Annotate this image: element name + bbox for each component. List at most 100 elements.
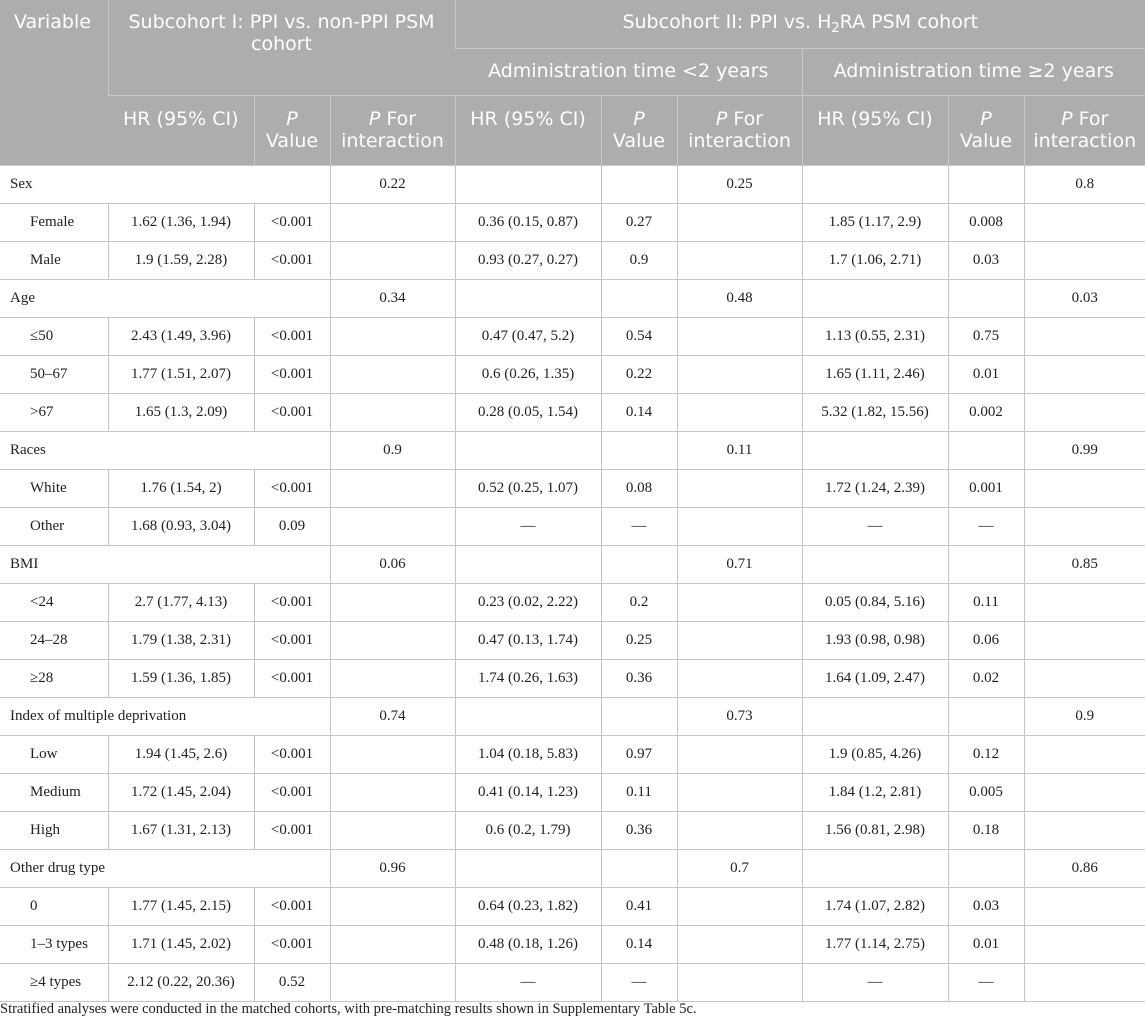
lt2-hr: 0.52 (0.25, 1.07) bbox=[454, 468, 602, 507]
empty-cell bbox=[676, 392, 803, 431]
empty-cell bbox=[801, 848, 949, 887]
s1-hr: 1.71 (1.45, 2.02) bbox=[107, 924, 254, 963]
empty-cell bbox=[947, 430, 1025, 469]
table-group-row: BMI 0.06 0.71 0.85 bbox=[0, 544, 1145, 583]
empty-cell bbox=[1023, 620, 1145, 659]
table-row: 0 1.77 (1.45, 2.15) <0.001 0.64 (0.23, 1.82… bbox=[0, 886, 1145, 925]
lt2-hr: 1.04 (0.18, 5.83) bbox=[454, 734, 602, 773]
empty-cell bbox=[329, 506, 456, 545]
lt2-hr: 0.64 (0.23, 1.82) bbox=[454, 886, 602, 925]
ge2-hr: 5.32 (1.82, 15.56) bbox=[801, 392, 949, 431]
empty-cell bbox=[676, 354, 803, 393]
lt2-p-value: 0.36 bbox=[600, 810, 678, 849]
empty-cell bbox=[676, 810, 803, 849]
empty-cell bbox=[801, 278, 949, 317]
lt2-hr: 0.48 (0.18, 1.26) bbox=[454, 924, 602, 963]
s1-p-value: <0.001 bbox=[253, 886, 330, 925]
empty-cell bbox=[600, 430, 678, 469]
empty-cell bbox=[1023, 582, 1145, 621]
admin-lt2-header: Administration time <2 years bbox=[455, 48, 803, 96]
s1-hr: 1.59 (1.36, 1.85) bbox=[107, 658, 254, 697]
empty-cell bbox=[329, 886, 456, 925]
empty-cell bbox=[454, 544, 602, 583]
ge2-p-interaction: 0.99 bbox=[1023, 430, 1145, 469]
lt2-hr: 0.41 (0.14, 1.23) bbox=[454, 772, 602, 811]
empty-cell bbox=[600, 544, 678, 583]
lt2-p-value: — bbox=[600, 506, 678, 545]
empty-cell bbox=[1023, 962, 1145, 1002]
empty-cell bbox=[600, 848, 678, 887]
empty-cell bbox=[676, 734, 803, 773]
ge2-p-value: 0.002 bbox=[947, 392, 1025, 431]
table-row: ≥28 1.59 (1.36, 1.85) <0.001 1.74 (0.26, 1.… bbox=[0, 658, 1145, 697]
stratified-analysis-table: Variable Subcohort I: PPI vs. non-PPI PS… bbox=[0, 0, 1145, 1002]
empty-cell bbox=[947, 278, 1025, 317]
ge2-hr: 1.93 (0.98, 0.98) bbox=[801, 620, 949, 659]
empty-cell bbox=[1023, 658, 1145, 697]
lt2-p-interaction: 0.25 bbox=[676, 164, 803, 203]
empty-cell bbox=[1023, 240, 1145, 279]
lt2-p-interaction: 0.7 bbox=[676, 848, 803, 887]
table-header: Variable Subcohort I: PPI vs. non-PPI PS… bbox=[0, 0, 1145, 166]
lt2-hr: 0.6 (0.26, 1.35) bbox=[454, 354, 602, 393]
ge2-p-value: 0.12 bbox=[947, 734, 1025, 773]
s1-hr-header: HR (95% CI) bbox=[108, 95, 254, 166]
ge2-hr-header: HR (95% CI) bbox=[801, 95, 949, 166]
row-label: ≥4 types bbox=[0, 962, 108, 1002]
s1-hr: 2.7 (1.77, 4.13) bbox=[107, 582, 254, 621]
table-group-row: Sex 0.22 0.25 0.8 bbox=[0, 164, 1145, 203]
ge2-p-interaction: 0.9 bbox=[1023, 696, 1145, 735]
lt2-p-value-header: P Value bbox=[600, 95, 678, 166]
lt2-hr: 1.74 (0.26, 1.63) bbox=[454, 658, 602, 697]
s1-hr: 1.72 (1.45, 2.04) bbox=[107, 772, 254, 811]
lt2-p-value: 0.11 bbox=[600, 772, 678, 811]
ge2-p-value: 0.008 bbox=[947, 202, 1025, 241]
empty-cell bbox=[600, 164, 678, 203]
empty-cell bbox=[329, 468, 456, 507]
table-row: ≥4 types 2.12 (0.22, 20.36) 0.52— — — — bbox=[0, 962, 1145, 1002]
empty-cell bbox=[676, 506, 803, 545]
lt2-p-value: 0.22 bbox=[600, 354, 678, 393]
row-label: Medium bbox=[0, 772, 108, 811]
lt2-hr: 0.47 (0.13, 1.74) bbox=[454, 620, 602, 659]
row-label: Low bbox=[0, 734, 108, 773]
empty-cell bbox=[947, 848, 1025, 887]
s1-hr: 1.62 (1.36, 1.94) bbox=[107, 202, 254, 241]
s1-hr: 1.79 (1.38, 2.31) bbox=[107, 620, 254, 659]
ge2-p-value: — bbox=[947, 962, 1025, 1002]
ge2-p-interaction-header: P For interaction bbox=[1023, 95, 1145, 166]
group-label: Index of multiple deprivation bbox=[0, 696, 330, 735]
p-interaction-text: For interaction bbox=[688, 107, 791, 152]
empty-cell bbox=[1023, 734, 1145, 773]
table-row: White 1.76 (1.54, 2) <0.001 0.52 (0.25, 1.0… bbox=[0, 468, 1145, 507]
s1-p-interaction-header: P For interaction bbox=[329, 95, 456, 166]
ge2-hr: 1.72 (1.24, 2.39) bbox=[801, 468, 949, 507]
s1-hr: 1.68 (0.93, 3.04) bbox=[107, 506, 254, 545]
lt2-hr: — bbox=[454, 506, 602, 545]
p-interaction-text: For interaction bbox=[341, 107, 444, 152]
table-row: 50–67 1.77 (1.51, 2.07) <0.001 0.6 (0.26, 1… bbox=[0, 354, 1145, 393]
s1-hr: 1.76 (1.54, 2) bbox=[107, 468, 254, 507]
s1-p-interaction: 0.96 bbox=[329, 848, 456, 887]
lt2-hr: 0.6 (0.2, 1.79) bbox=[454, 810, 602, 849]
ge2-p-interaction: 0.86 bbox=[1023, 848, 1145, 887]
empty-cell bbox=[454, 430, 602, 469]
s1-p-interaction: 0.06 bbox=[329, 544, 456, 583]
s1-hr: 1.65 (1.3, 2.09) bbox=[107, 392, 254, 431]
s1-hr: 1.77 (1.45, 2.15) bbox=[107, 886, 254, 925]
s1-p-value-header: P Value bbox=[253, 95, 330, 166]
s1-p-interaction: 0.34 bbox=[329, 278, 456, 317]
lt2-p-interaction: 0.11 bbox=[676, 430, 803, 469]
empty-cell bbox=[947, 544, 1025, 583]
empty-cell bbox=[329, 316, 456, 355]
empty-cell bbox=[1023, 772, 1145, 811]
empty-cell bbox=[1023, 392, 1145, 431]
empty-cell bbox=[454, 278, 602, 317]
ge2-p-value: 0.06 bbox=[947, 620, 1025, 659]
empty-cell bbox=[329, 202, 456, 241]
empty-cell bbox=[801, 430, 949, 469]
ge2-hr: 1.7 (1.06, 2.71) bbox=[801, 240, 949, 279]
s1-p-value: 0.52 bbox=[253, 962, 330, 1002]
ge2-hr: 1.74 (1.07, 2.82) bbox=[801, 886, 949, 925]
empty-cell bbox=[801, 164, 949, 203]
